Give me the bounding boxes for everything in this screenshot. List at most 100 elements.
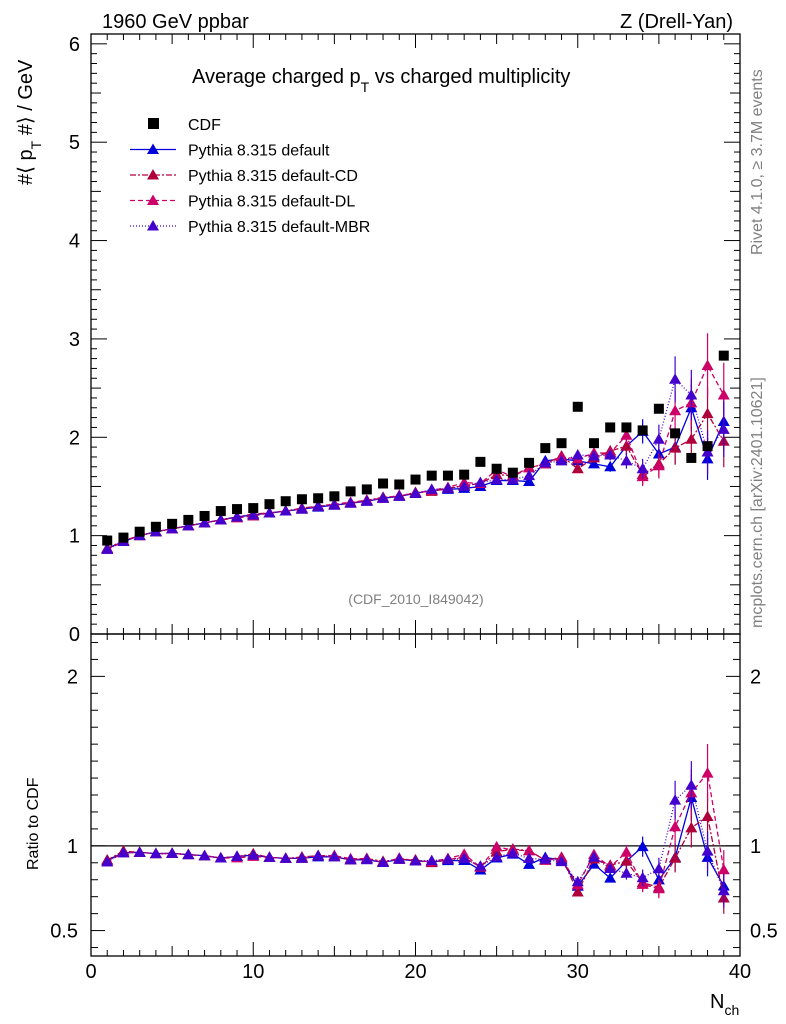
ratio-marker	[555, 855, 568, 867]
cdf-data-point	[199, 510, 210, 521]
series-marker	[101, 543, 114, 554]
legend-entry-1: Pythia 8.315 default	[130, 143, 330, 160]
ratio-marker	[604, 872, 617, 883]
legend-entry-4: Pythia 8.315 default-MBR	[130, 219, 370, 236]
ratio-tick-label-right: 2	[750, 666, 761, 688]
cdf-data-point	[556, 438, 567, 449]
y-tick-label: 1	[69, 526, 80, 548]
series-marker	[247, 508, 260, 520]
ratio-marker	[523, 844, 536, 856]
ylabel-rest: #⟩ / GeV	[15, 59, 37, 141]
y-tick-label: 3	[69, 329, 80, 351]
axes-layer: 0 10 20 30 40 0 1 2 3 4 5 6 0.5 0.5 1 1 2 2	[50, 34, 778, 983]
series-2	[101, 333, 730, 899]
series-marker	[717, 388, 730, 400]
y-tick-label: 2	[69, 427, 80, 449]
series-marker	[360, 495, 373, 506]
cdf-data-point	[572, 401, 583, 412]
series-marker	[490, 473, 503, 485]
series-marker	[701, 359, 714, 370]
cdf-data-point	[118, 532, 129, 543]
series-marker	[685, 433, 698, 444]
xlabel-sub: ch	[724, 1002, 739, 1018]
series-marker	[523, 475, 536, 487]
cdf-data-point	[491, 463, 502, 474]
series-marker	[279, 505, 292, 516]
series-marker	[441, 482, 454, 493]
x-tick-label: 20	[404, 961, 426, 983]
ratio-marker	[652, 882, 665, 894]
ratio-marker	[652, 862, 665, 874]
legend-entry-2: Pythia 8.315 default-CD	[130, 168, 358, 185]
x-tick-label: 30	[567, 961, 589, 983]
ratio-marker	[587, 851, 600, 862]
cdf-data-point	[524, 457, 535, 468]
ratio-marker	[393, 853, 406, 864]
series-marker	[425, 483, 438, 494]
ratio-marker	[685, 779, 698, 790]
ratio-marker	[263, 851, 276, 862]
x-axis-label: Nch	[710, 991, 739, 1018]
xlabel-main: N	[710, 991, 724, 1013]
cdf-data-point	[426, 470, 437, 481]
ratio-marker	[458, 852, 471, 863]
cdf-data-point	[313, 493, 324, 504]
series-marker	[652, 433, 665, 444]
series-marker	[312, 500, 325, 511]
ratio-marker	[344, 853, 357, 865]
series-marker	[231, 510, 244, 522]
y-tick-label: 6	[69, 34, 80, 56]
cdf-data-point	[167, 518, 178, 529]
cdf-data-point	[459, 469, 470, 480]
ratio-marker	[328, 850, 341, 862]
ratio-marker	[506, 847, 519, 858]
cdf-data-point	[507, 467, 518, 478]
cdf-data-point	[588, 438, 599, 449]
ratio-marker	[620, 855, 633, 866]
ratio-marker	[279, 852, 292, 863]
title-main: Average charged p	[192, 66, 361, 88]
ratio-marker	[539, 853, 552, 864]
data-layer	[101, 333, 730, 914]
series-marker	[377, 492, 390, 503]
series-marker	[214, 513, 227, 525]
cdf-data-point	[361, 484, 372, 495]
cdf-data-point	[232, 504, 243, 515]
cdf-data-point	[134, 526, 145, 537]
cdf-data-point	[215, 506, 226, 517]
ratio-marker	[214, 852, 227, 863]
legend-marker-triangle	[147, 220, 159, 231]
ratio-marker	[441, 853, 454, 865]
series-marker	[458, 480, 471, 491]
legend-entry-0: CDF	[148, 117, 221, 134]
ratio-marker	[571, 875, 584, 887]
ratio-marker	[166, 847, 179, 858]
ratio-tick-label-right: 1	[750, 836, 761, 858]
ratio-marker	[523, 858, 536, 869]
ratio-marker	[571, 886, 584, 897]
ratio-marker	[604, 862, 617, 873]
series-marker	[263, 507, 276, 518]
series-marker	[571, 448, 584, 460]
ratio-marker	[636, 840, 649, 852]
series-marker	[523, 469, 536, 481]
series-marker	[620, 440, 633, 451]
ratio-tick-label-left: 2	[67, 666, 78, 688]
ratio-marker	[620, 867, 633, 878]
legend-label: Pythia 8.315 default-CD	[188, 168, 358, 185]
cdf-data-point	[718, 350, 729, 361]
title-rest: vs charged multiplicity	[369, 66, 570, 88]
series-1	[101, 387, 730, 914]
ratio-marker	[669, 794, 682, 805]
cdf-data-point	[540, 443, 551, 454]
cdf-data-point	[264, 499, 275, 510]
cdf-data-point	[475, 456, 486, 467]
series-marker	[604, 448, 617, 460]
cdf-data-point	[442, 470, 453, 481]
series-marker	[669, 442, 682, 453]
series-marker	[295, 503, 308, 514]
series-marker	[474, 476, 487, 488]
series-line-ratio	[106, 795, 725, 888]
series-marker	[587, 449, 600, 461]
cdf-data-point	[670, 428, 681, 439]
